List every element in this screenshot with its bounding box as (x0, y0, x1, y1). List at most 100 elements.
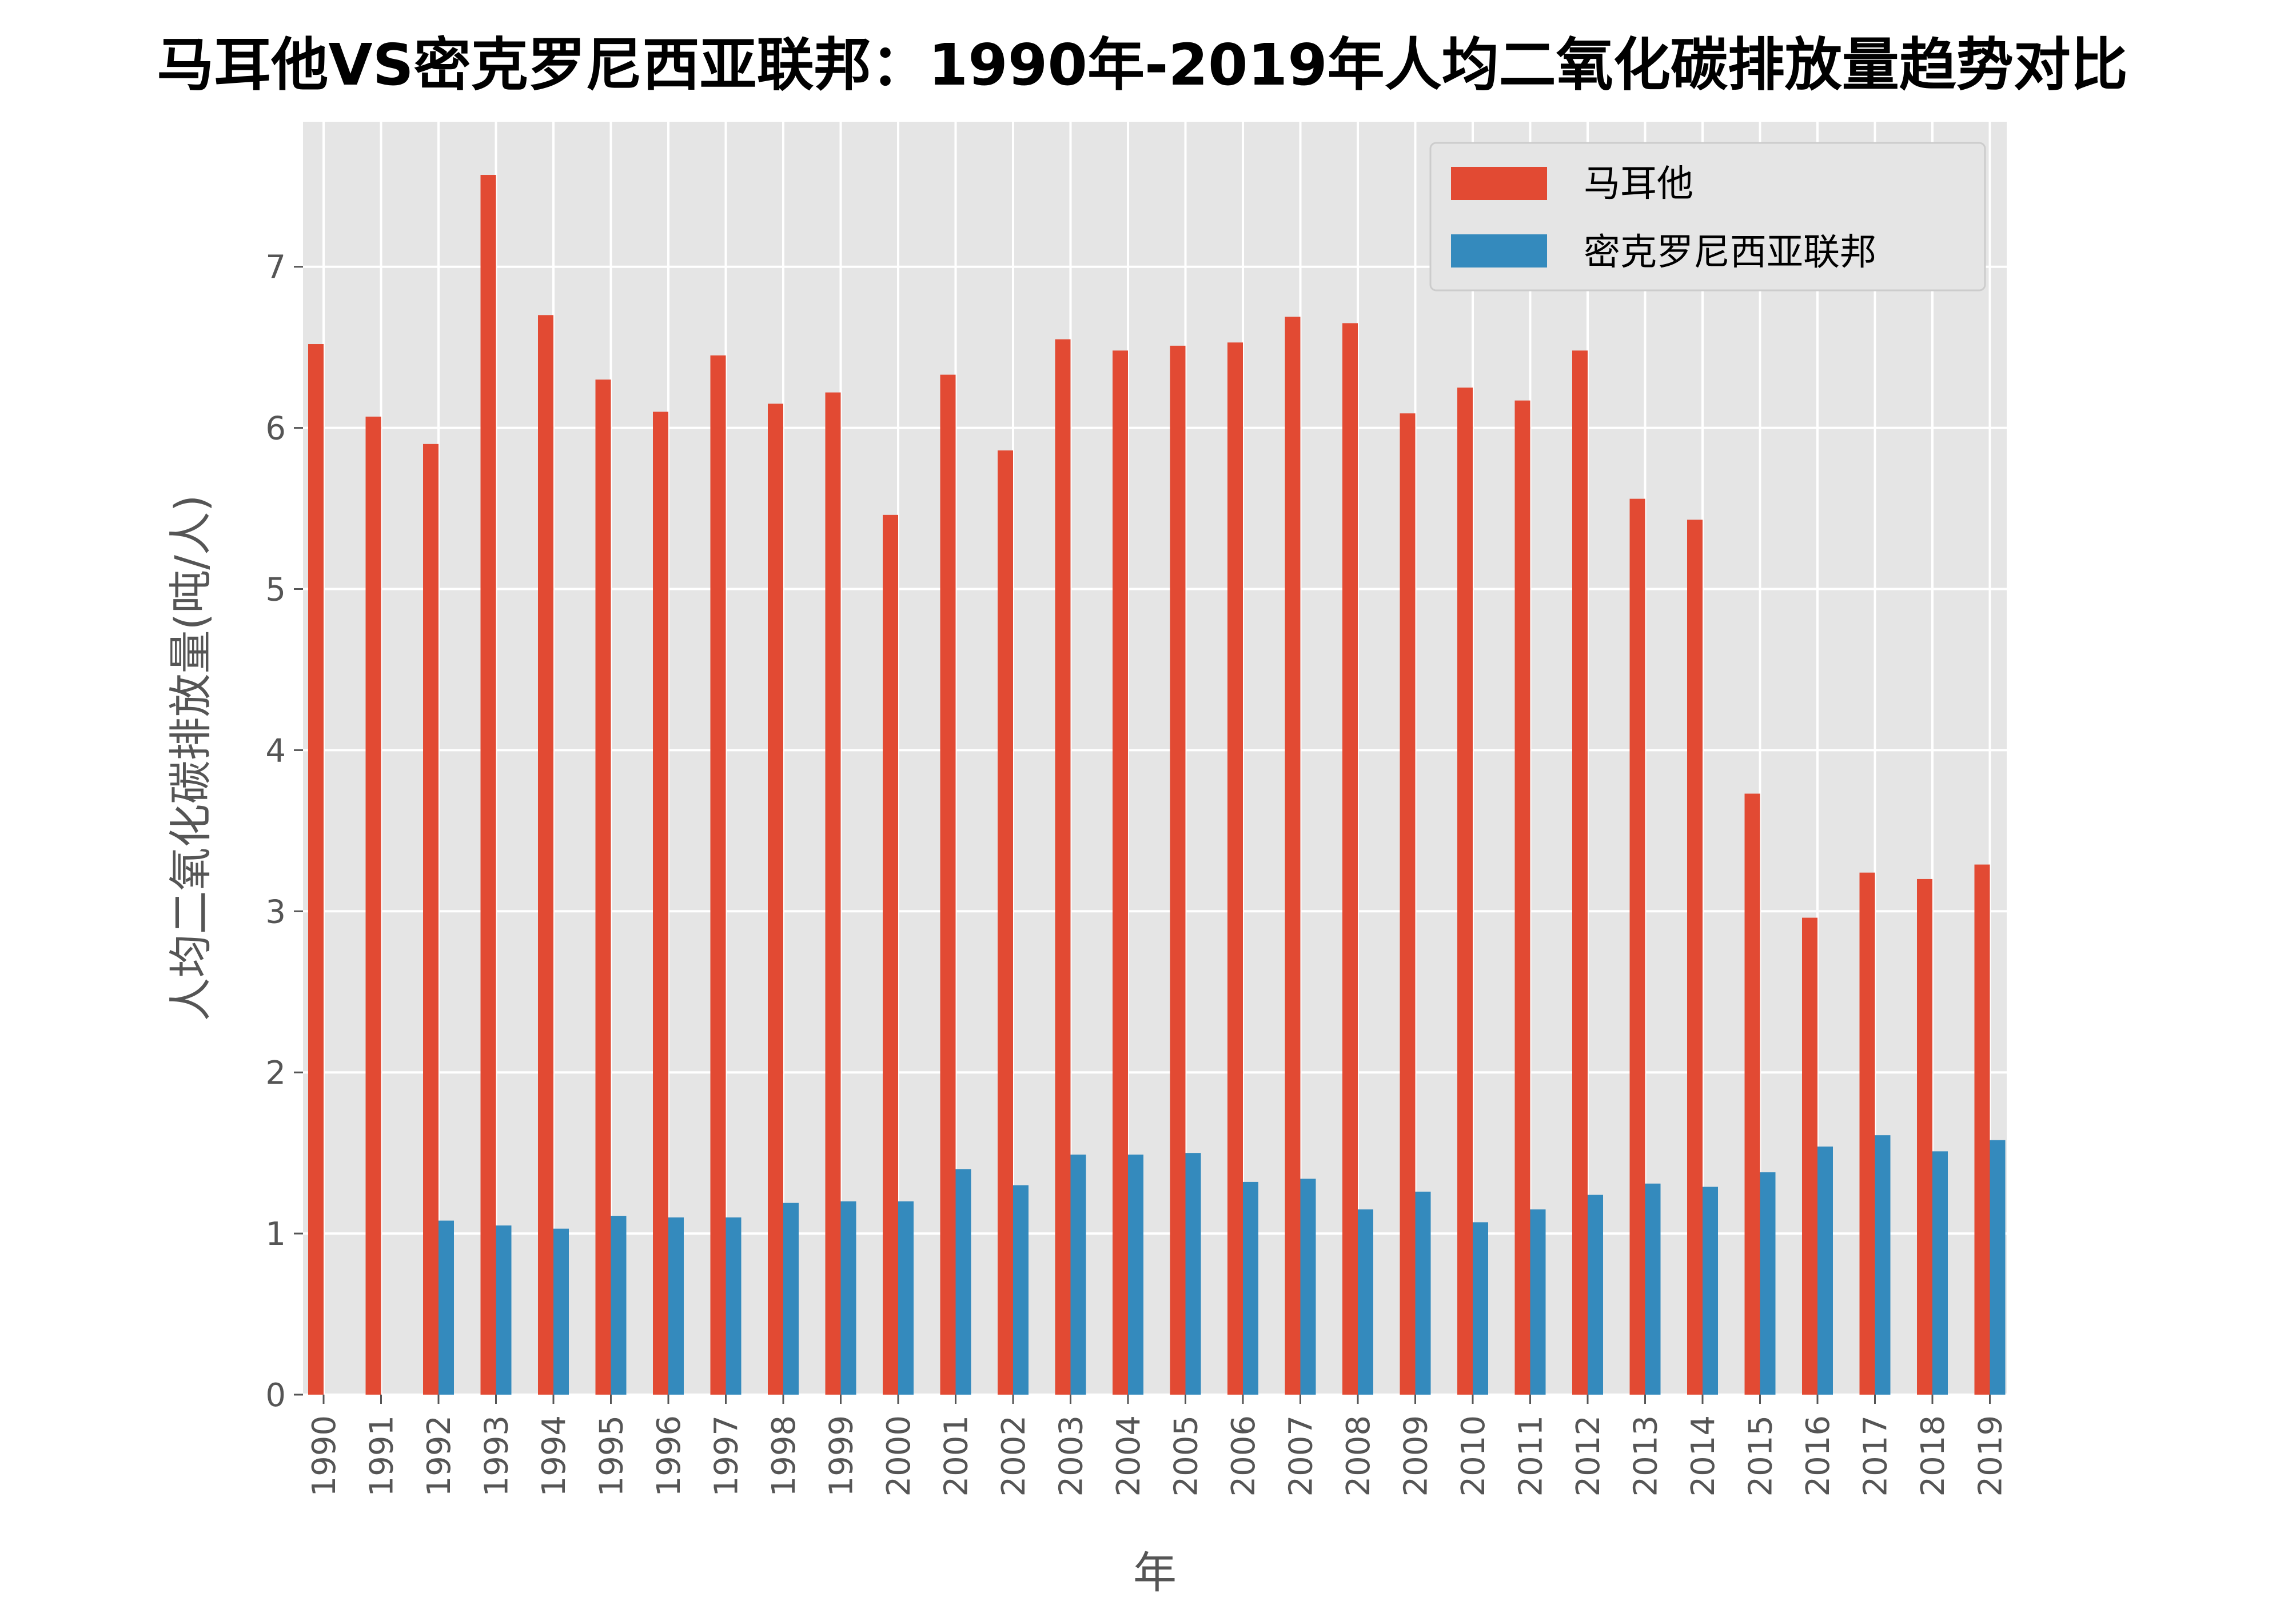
bar-malta (365, 416, 381, 1395)
bar-micronesia (1300, 1179, 1316, 1395)
bar-malta (423, 444, 439, 1395)
legend-box (1429, 142, 1986, 292)
bar-micronesia (1473, 1222, 1488, 1395)
bar-micronesia (1990, 1140, 2006, 1395)
bar-micronesia (1128, 1154, 1143, 1395)
bar-micronesia (783, 1203, 799, 1395)
bar-malta (825, 392, 841, 1395)
y-tick-label: 5 (265, 572, 286, 609)
bar-malta (1170, 345, 1186, 1395)
bar-micronesia (840, 1201, 856, 1395)
x-tick-label: 2017 (1857, 1415, 1895, 1497)
bar-micronesia (1185, 1153, 1201, 1395)
x-tick-label: 1996 (651, 1415, 688, 1497)
x-tick-label: 2013 (1628, 1415, 1665, 1497)
bar-malta (1342, 323, 1358, 1395)
x-tick-label: 1999 (823, 1415, 860, 1497)
y-tick-label: 4 (265, 732, 286, 769)
bar-malta (1113, 350, 1128, 1395)
x-tick-label: 2010 (1455, 1415, 1492, 1497)
y-tick-label: 7 (265, 249, 286, 286)
bar-micronesia (668, 1217, 684, 1395)
bar-malta (1227, 342, 1243, 1395)
chart-title: 马耳他VS密克罗尼西亚联邦：1990年-2019年人均二氧化碳排放量趋势对比 (157, 31, 2128, 98)
x-tick-label: 1998 (766, 1415, 803, 1497)
x-tick-label: 2006 (1225, 1415, 1262, 1497)
bar-malta (883, 514, 898, 1395)
plot-area (303, 122, 2007, 1395)
x-tick-label: 1993 (479, 1415, 516, 1497)
x-tick-label: 2015 (1743, 1415, 1780, 1497)
x-tick-label: 1997 (708, 1415, 746, 1497)
bar-micronesia (1530, 1209, 1546, 1395)
bar-malta (1744, 793, 1760, 1395)
x-tick-label: 1995 (593, 1415, 631, 1497)
bar-micronesia (955, 1169, 971, 1395)
x-tick-label: 2001 (938, 1415, 975, 1497)
bar-malta (940, 374, 956, 1395)
bar-micronesia (1358, 1209, 1373, 1395)
x-tick-label: 2019 (1972, 1415, 2010, 1497)
y-tick-label: 2 (265, 1055, 286, 1092)
x-tick-label: 2011 (1513, 1415, 1550, 1497)
x-tick-label: 2008 (1340, 1415, 1377, 1497)
bar-malta (1802, 917, 1817, 1395)
bar-micronesia (1243, 1181, 1258, 1395)
x-axis: 1990 1991 1992 1993 1994 1995 1996 1997 1998 1999… (306, 1395, 2010, 1497)
bar-micronesia (1013, 1185, 1029, 1395)
bar-micronesia (1070, 1154, 1086, 1395)
x-tick-label: 1990 (306, 1415, 343, 1497)
x-tick-label: 2007 (1283, 1415, 1320, 1497)
bar-malta (1457, 388, 1473, 1395)
x-tick-label: 2014 (1685, 1415, 1722, 1497)
legend-swatch-malta (1451, 167, 1547, 200)
bar-micronesia (1817, 1146, 1833, 1395)
y-axis-label: 人均二氧化碳排放量(吨/人) (165, 495, 216, 1021)
y-axis: 0 1 2 3 4 5 6 7 (265, 249, 303, 1414)
bar-micronesia (1415, 1191, 1431, 1395)
bar-malta (1629, 498, 1645, 1395)
bar-malta (710, 355, 726, 1395)
x-tick-label: 2002 (995, 1415, 1033, 1497)
bar-micronesia (898, 1201, 914, 1395)
legend-swatch-micronesia (1451, 234, 1547, 267)
legend-label-micronesia: 密克罗尼西亚联邦 (1584, 231, 1876, 274)
bar-malta (768, 404, 783, 1395)
x-tick-label: 2009 (1398, 1415, 1435, 1497)
bar-micronesia (496, 1225, 512, 1395)
x-tick-label: 2018 (1915, 1415, 1952, 1497)
bar-malta (1859, 872, 1875, 1395)
y-tick-label: 3 (265, 893, 286, 931)
y-tick-label: 1 (265, 1216, 286, 1253)
x-axis-label: 年 (1133, 1547, 1177, 1598)
x-tick-label: 1991 (364, 1415, 401, 1497)
bar-malta (1917, 879, 1932, 1395)
bars (308, 175, 2006, 1395)
bar-malta (538, 315, 553, 1395)
x-tick-label: 1994 (536, 1415, 573, 1497)
legend: 马耳他 密克罗尼西亚联邦 (1429, 142, 1986, 292)
y-tick-label: 6 (265, 410, 286, 448)
x-tick-label: 2003 (1053, 1415, 1090, 1497)
bar-malta (1055, 339, 1071, 1395)
bar-micronesia (1645, 1183, 1661, 1395)
bar-malta (1514, 400, 1530, 1395)
x-tick-label: 2005 (1168, 1415, 1205, 1497)
bar-malta (308, 344, 324, 1395)
x-tick-label: 2016 (1800, 1415, 1837, 1497)
x-tick-label: 2000 (880, 1415, 918, 1497)
bar-micronesia (439, 1220, 454, 1395)
bar-malta (1285, 317, 1301, 1395)
bar-micronesia (726, 1217, 742, 1395)
x-tick-label: 1992 (421, 1415, 458, 1497)
bar-malta (653, 412, 668, 1395)
bar-micronesia (1875, 1135, 1891, 1395)
bar-malta (1687, 520, 1703, 1395)
bar-malta (1400, 413, 1416, 1395)
bar-malta (1974, 864, 1990, 1395)
bar-micronesia (1760, 1172, 1776, 1395)
x-tick-label: 2004 (1110, 1415, 1147, 1497)
bar-micronesia (1932, 1151, 1948, 1395)
bar-malta (1572, 350, 1588, 1395)
